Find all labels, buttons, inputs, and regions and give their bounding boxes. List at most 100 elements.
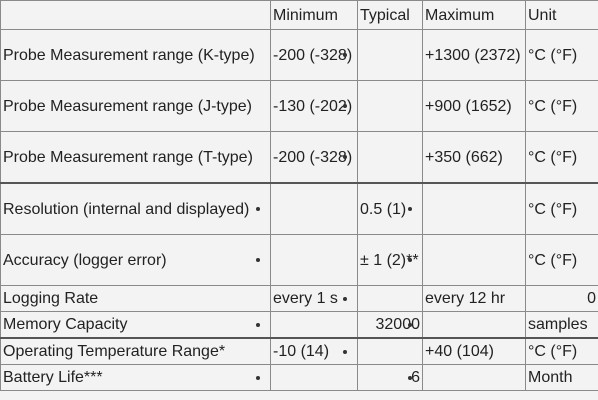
- table-row: Resolution (internal and displayed) 0.5 (…: [0, 182, 598, 235]
- table-cell: ± 1 (2)**: [357, 234, 423, 286]
- table-row: Logging Rate every 1 s every 12 hr 0: [0, 285, 598, 312]
- table-cell: Resolution (internal and displayed): [0, 182, 271, 235]
- table-cell: Probe Measurement range (K-type): [0, 29, 271, 81]
- cell-text: °C (°F): [528, 97, 578, 115]
- table-cell: °C (°F): [525, 80, 598, 132]
- bullet-dot: [343, 155, 347, 159]
- table-cell: -130 (-202): [270, 80, 358, 132]
- table-cell: -10 (14): [270, 337, 358, 365]
- table-cell: Probe Measurement range (T-type): [0, 131, 271, 184]
- header-cell: Unit: [525, 0, 598, 30]
- cell-text: 0: [587, 290, 596, 307]
- cell-text: Probe Measurement range (K-type): [3, 46, 255, 64]
- cell-text: +900 (1652): [425, 97, 512, 115]
- cell-text: ± 1 (2)**: [360, 251, 419, 269]
- table-row: Probe Measurement range (J-type) -130 (-2…: [0, 80, 598, 132]
- table-cell: [270, 234, 358, 286]
- table-cell: Operating Temperature Range*: [0, 337, 271, 365]
- table-cell: [422, 364, 526, 391]
- table-cell: every 12 hr: [422, 285, 526, 312]
- cell-text: samples: [528, 316, 588, 333]
- spec-table: Minimum Typical Maximum Unit Probe Measu…: [0, 0, 598, 391]
- table-cell: 6: [357, 364, 423, 391]
- table-cell: [422, 311, 526, 339]
- bullet-dot: [343, 53, 347, 57]
- table-cell: [270, 311, 358, 339]
- table-cell: °C (°F): [525, 29, 598, 81]
- cell-text: Operating Temperature Range*: [3, 343, 226, 360]
- table-cell: Logging Rate: [0, 285, 271, 312]
- cell-text: Resolution (internal and displayed): [3, 200, 250, 218]
- bullet-dot: [408, 258, 412, 262]
- table-cell: 0.5 (1): [357, 182, 423, 235]
- table-cell: -200 (-328): [270, 131, 358, 184]
- cell-text: Battery Life***: [3, 369, 103, 386]
- cell-text: +350 (662): [425, 148, 503, 166]
- cell-text: Memory Capacity: [3, 316, 128, 333]
- cell-text: -10 (14): [273, 343, 330, 360]
- table-cell: Battery Life***: [0, 364, 271, 391]
- bullet-dot: [256, 375, 260, 380]
- table-cell: °C (°F): [525, 131, 598, 184]
- bullet-dot: [343, 349, 347, 354]
- table-cell: Probe Measurement range (J-type): [0, 80, 271, 132]
- bullet-dot: [256, 322, 260, 327]
- cell-text: 32000: [375, 316, 421, 333]
- table-row: Operating Temperature Range* -10 (14) +40 …: [0, 337, 598, 365]
- header-cell: [0, 0, 271, 30]
- table-cell: [422, 182, 526, 235]
- cell-text: +1300 (2372): [425, 46, 521, 64]
- bullet-dot: [343, 296, 347, 301]
- table-cell: [270, 182, 358, 235]
- cell-text: Logging Rate: [3, 290, 99, 307]
- cell-text: °C (°F): [528, 148, 578, 166]
- cell-text: Month: [528, 369, 573, 386]
- bullet-dot: [343, 104, 347, 108]
- cell-text: every 1 s: [273, 290, 338, 307]
- table-row: Probe Measurement range (K-type) -200 (-3…: [0, 29, 598, 81]
- table-cell: °C (°F): [525, 234, 598, 286]
- cell-text: 0.5 (1): [360, 200, 407, 218]
- bullet-dot: [256, 207, 260, 211]
- cell-text: °C (°F): [528, 251, 578, 269]
- table-row: Memory Capacity 32000 samples: [0, 311, 598, 339]
- table-cell: 32000: [357, 311, 423, 339]
- cell-text: +40 (104): [425, 343, 494, 360]
- table-cell: [422, 234, 526, 286]
- table-cell: +900 (1652): [422, 80, 526, 132]
- header-cell: Typical: [357, 0, 423, 30]
- table-cell: every 1 s: [270, 285, 358, 312]
- header-row: Minimum Typical Maximum Unit: [0, 0, 598, 30]
- table-cell: -200 (-328): [270, 29, 358, 81]
- bullet-dot: [408, 322, 412, 327]
- table-cell: Month: [525, 364, 598, 391]
- cell-text: 6: [411, 369, 420, 386]
- cell-text: every 12 hr: [425, 290, 506, 307]
- cell-text: °C (°F): [528, 200, 578, 218]
- bullet-dot: [408, 207, 412, 211]
- table-cell: °C (°F): [525, 182, 598, 235]
- table-cell: +40 (104): [422, 337, 526, 365]
- table-cell: [270, 364, 358, 391]
- header-cell: Minimum: [270, 0, 358, 30]
- cell-text: -130 (-202): [273, 97, 353, 115]
- table-cell: [357, 337, 423, 365]
- table-cell: Memory Capacity: [0, 311, 271, 339]
- table-cell: samples: [525, 311, 598, 339]
- cell-text: -200 (-328): [273, 148, 353, 166]
- cell-text: Accuracy (logger error): [3, 251, 167, 269]
- table-cell: [357, 131, 423, 184]
- table-cell: [357, 285, 423, 312]
- table-row: Battery Life*** 6 Month: [0, 364, 598, 391]
- table-cell: +1300 (2372): [422, 29, 526, 81]
- table-cell: °C (°F): [525, 337, 598, 365]
- table-cell: Accuracy (logger error): [0, 234, 271, 286]
- bullet-dot: [408, 375, 412, 380]
- cell-text: °C (°F): [528, 46, 578, 64]
- cell-text: Probe Measurement range (J-type): [3, 97, 252, 115]
- table-cell: +350 (662): [422, 131, 526, 184]
- table-cell: [357, 29, 423, 81]
- cell-text: Probe Measurement range (T-type): [3, 148, 253, 166]
- table-cell: 0: [525, 285, 598, 312]
